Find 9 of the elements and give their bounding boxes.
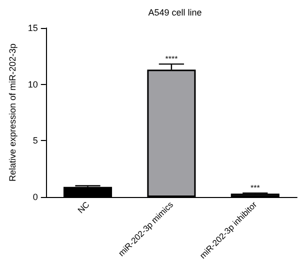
annotation: **** (165, 54, 178, 64)
y-tick-label: 10 (28, 79, 38, 90)
annotation: *** (250, 184, 260, 193)
y-tick-label: 15 (28, 23, 38, 33)
y-axis-title: Relative expression of miR-202-3p (8, 43, 18, 182)
y-tick-label: 5 (32, 136, 38, 146)
x-tick-label: NC (76, 199, 92, 216)
chart-title: A549 cell line (148, 8, 202, 18)
y-tick-label: 0 (32, 192, 38, 202)
